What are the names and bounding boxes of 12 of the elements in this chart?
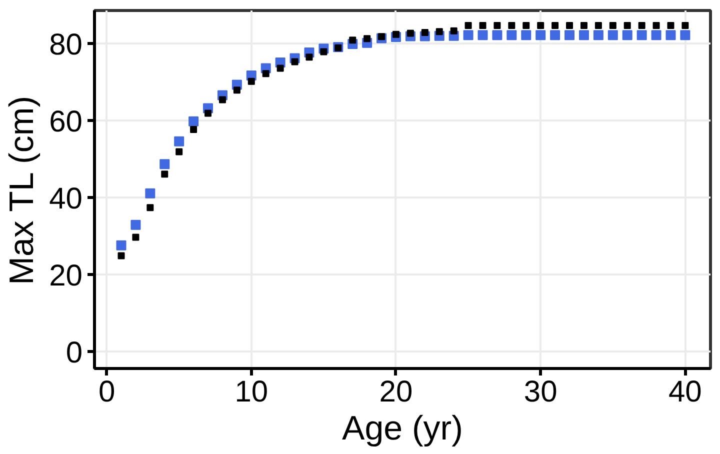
x-tick-label: 0 [98, 376, 116, 408]
x-tick-label: 10 [234, 376, 268, 408]
y-tick-label: 80 [49, 28, 83, 62]
y-tick-label: 20 [49, 259, 83, 292]
y-tick-label: 0 [66, 336, 83, 370]
y-axis-title: Max TL (cm) [3, 96, 42, 285]
x-tick-label: 30 [524, 376, 558, 408]
x-tick-label: 40 [668, 376, 702, 408]
x-axis-title: Age (yr) [342, 410, 463, 448]
y-tick-label: 60 [49, 105, 83, 138]
y-tick-label: 40 [49, 182, 83, 216]
x-tick-label: 20 [379, 376, 413, 408]
